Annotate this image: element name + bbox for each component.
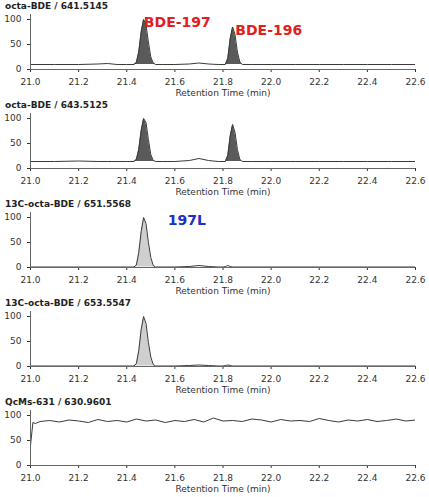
svg-text:22.0: 22.0 xyxy=(261,77,281,87)
svg-text:21.0: 21.0 xyxy=(20,176,40,186)
svg-text:22.6: 22.6 xyxy=(405,473,425,483)
svg-text:22.6: 22.6 xyxy=(405,275,425,285)
svg-text:Retention Time (min): Retention Time (min) xyxy=(175,187,270,197)
svg-text:22.4: 22.4 xyxy=(357,275,377,285)
svg-text:BDE-196: BDE-196 xyxy=(235,22,302,38)
svg-text:22.2: 22.2 xyxy=(309,275,329,285)
svg-text:22.0: 22.0 xyxy=(261,473,281,483)
html-text:QcMs-631 / 630.9601: QcMs-631 / 630.9601 xyxy=(5,397,112,407)
svg-text:21.4: 21.4 xyxy=(117,77,137,87)
svg-text:21.2: 21.2 xyxy=(69,374,89,384)
svg-text:21.8: 21.8 xyxy=(213,473,233,483)
svg-text:22.2: 22.2 xyxy=(309,77,329,87)
html-text:octa-BDE / 641.5145: octa-BDE / 641.5145 xyxy=(5,1,108,11)
svg-text:21.4: 21.4 xyxy=(117,176,137,186)
svg-text:21.6: 21.6 xyxy=(165,176,185,186)
svg-text:0: 0 xyxy=(16,64,22,74)
svg-text:21.8: 21.8 xyxy=(213,77,233,87)
svg-text:22.0: 22.0 xyxy=(261,374,281,384)
svg-text:0: 0 xyxy=(16,262,22,272)
svg-text:50: 50 xyxy=(10,138,22,148)
svg-text:Retention Time (min): Retention Time (min) xyxy=(175,88,270,98)
svg-text:22.4: 22.4 xyxy=(357,374,377,384)
svg-text:50: 50 xyxy=(10,435,22,445)
svg-text:22.6: 22.6 xyxy=(405,374,425,384)
svg-text:22.6: 22.6 xyxy=(405,176,425,186)
html-text:13C-octa-BDE / 651.5568: 13C-octa-BDE / 651.5568 xyxy=(5,199,131,209)
svg-text:22.0: 22.0 xyxy=(261,275,281,285)
svg-text:21.2: 21.2 xyxy=(69,473,89,483)
svg-text:22.6: 22.6 xyxy=(405,77,425,87)
svg-text:21.4: 21.4 xyxy=(117,275,137,285)
svg-text:22.4: 22.4 xyxy=(357,77,377,87)
svg-text:21.0: 21.0 xyxy=(20,77,40,87)
svg-text:22.4: 22.4 xyxy=(357,473,377,483)
svg-text:21.2: 21.2 xyxy=(69,275,89,285)
svg-text:21.8: 21.8 xyxy=(213,176,233,186)
html-text:13C-octa-BDE / 653.5547: 13C-octa-BDE / 653.5547 xyxy=(5,298,131,308)
svg-text:22.0: 22.0 xyxy=(261,176,281,186)
svg-text:197L: 197L xyxy=(168,212,206,228)
svg-text:100: 100 xyxy=(4,212,21,222)
svg-text:0: 0 xyxy=(16,361,22,371)
svg-text:21.0: 21.0 xyxy=(20,374,40,384)
svg-text:100: 100 xyxy=(4,410,21,420)
svg-text:21.6: 21.6 xyxy=(165,473,185,483)
svg-text:50: 50 xyxy=(10,39,22,49)
svg-text:0: 0 xyxy=(16,460,22,470)
svg-text:21.2: 21.2 xyxy=(69,77,89,87)
svg-text:21.0: 21.0 xyxy=(20,275,40,285)
svg-text:50: 50 xyxy=(10,237,22,247)
svg-text:21.0: 21.0 xyxy=(20,473,40,483)
svg-text:Retention Time (min): Retention Time (min) xyxy=(175,484,270,494)
svg-text:100: 100 xyxy=(4,113,21,123)
svg-text:22.2: 22.2 xyxy=(309,374,329,384)
svg-text:22.2: 22.2 xyxy=(309,473,329,483)
svg-text:0: 0 xyxy=(16,163,22,173)
svg-text:21.2: 21.2 xyxy=(69,176,89,186)
svg-text:22.4: 22.4 xyxy=(357,176,377,186)
svg-text:50: 50 xyxy=(10,336,22,346)
svg-text:100: 100 xyxy=(4,14,21,24)
svg-text:22.2: 22.2 xyxy=(309,176,329,186)
svg-text:21.6: 21.6 xyxy=(165,275,185,285)
svg-text:100: 100 xyxy=(4,311,21,321)
svg-text:21.8: 21.8 xyxy=(213,374,233,384)
svg-text:21.6: 21.6 xyxy=(165,374,185,384)
svg-text:21.4: 21.4 xyxy=(117,374,137,384)
svg-text:21.8: 21.8 xyxy=(213,275,233,285)
svg-text:Retention Time (min): Retention Time (min) xyxy=(175,385,270,395)
svg-text:BDE-197: BDE-197 xyxy=(144,14,211,30)
svg-text:Retention Time (min): Retention Time (min) xyxy=(175,286,270,296)
html-text:octa-BDE / 643.5125: octa-BDE / 643.5125 xyxy=(5,100,108,110)
svg-text:21.6: 21.6 xyxy=(165,77,185,87)
svg-text:21.4: 21.4 xyxy=(117,473,137,483)
